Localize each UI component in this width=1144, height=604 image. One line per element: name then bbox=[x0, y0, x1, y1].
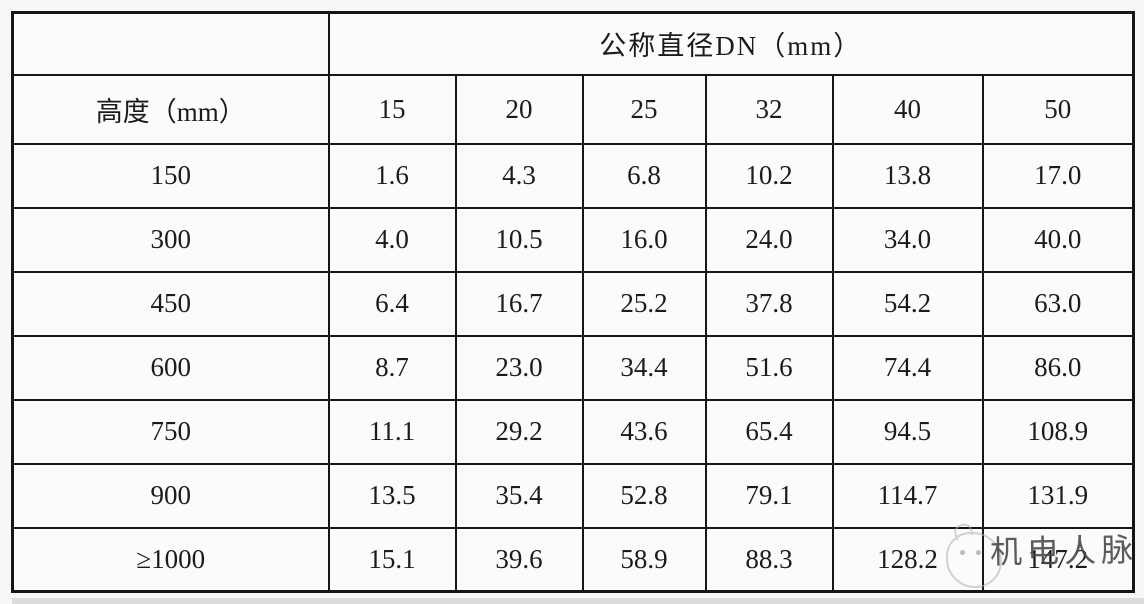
column-header-dn: 20 bbox=[454, 73, 584, 145]
group-header-row: 公称直径DN（mm） bbox=[11, 11, 1135, 76]
table-row: 900 13.5 35.4 52.8 79.1 114.7 131.9 bbox=[11, 462, 1135, 529]
data-cell: 131.9 bbox=[981, 462, 1135, 529]
row-header-height: 900 bbox=[11, 462, 330, 529]
data-cell: 79.1 bbox=[704, 462, 834, 529]
column-header-dn: 50 bbox=[981, 73, 1135, 145]
data-cell: 13.8 bbox=[831, 142, 984, 209]
table-row: 450 6.4 16.7 25.2 37.8 54.2 63.0 bbox=[11, 270, 1135, 337]
data-cell: 13.5 bbox=[327, 462, 457, 529]
column-header-row: 高度（mm） 15 20 25 32 40 50 bbox=[11, 73, 1135, 145]
data-cell: 23.0 bbox=[454, 334, 584, 401]
data-cell: 6.8 bbox=[581, 142, 707, 209]
data-cell: 16.7 bbox=[454, 270, 584, 337]
data-cell: 40.0 bbox=[981, 206, 1135, 273]
column-header-dn: 25 bbox=[581, 73, 707, 145]
data-cell: 34.0 bbox=[831, 206, 984, 273]
data-cell: 35.4 bbox=[454, 462, 584, 529]
dn-height-table: 公称直径DN（mm） 高度（mm） 15 20 25 32 40 50 150 1.6 4.3… bbox=[11, 11, 1135, 593]
data-cell: 114.7 bbox=[831, 462, 984, 529]
data-cell: 58.9 bbox=[581, 526, 707, 593]
row-header-height: ≥1000 bbox=[11, 526, 330, 593]
data-cell: 63.0 bbox=[981, 270, 1135, 337]
data-cell: 108.9 bbox=[981, 398, 1135, 465]
data-cell: 65.4 bbox=[704, 398, 834, 465]
data-cell: 8.7 bbox=[327, 334, 457, 401]
data-cell: 34.4 bbox=[581, 334, 707, 401]
data-cell: 86.0 bbox=[981, 334, 1135, 401]
table-row: 750 11.1 29.2 43.6 65.4 94.5 108.9 bbox=[11, 398, 1135, 465]
table-row: ≥1000 15.1 39.6 58.9 88.3 128.2 147.2 bbox=[11, 526, 1135, 593]
data-cell: 1.6 bbox=[327, 142, 457, 209]
row-header-height: 600 bbox=[11, 334, 330, 401]
column-header-dn: 40 bbox=[831, 73, 984, 145]
row-header-height: 750 bbox=[11, 398, 330, 465]
data-cell: 25.2 bbox=[581, 270, 707, 337]
column-header-dn: 32 bbox=[704, 73, 834, 145]
column-header-dn: 15 bbox=[327, 73, 457, 145]
row-header-height: 300 bbox=[11, 206, 330, 273]
data-cell: 15.1 bbox=[327, 526, 457, 593]
data-cell: 4.0 bbox=[327, 206, 457, 273]
data-cell: 16.0 bbox=[581, 206, 707, 273]
data-cell: 51.6 bbox=[704, 334, 834, 401]
data-cell: 39.6 bbox=[454, 526, 584, 593]
row-header-title: 高度（mm） bbox=[11, 73, 330, 145]
data-cell: 94.5 bbox=[831, 398, 984, 465]
data-cell: 52.8 bbox=[581, 462, 707, 529]
data-cell: 10.5 bbox=[454, 206, 584, 273]
data-cell: 6.4 bbox=[327, 270, 457, 337]
data-cell: 54.2 bbox=[831, 270, 984, 337]
row-header-height: 150 bbox=[11, 142, 330, 209]
data-cell: 37.8 bbox=[704, 270, 834, 337]
table-row: 150 1.6 4.3 6.8 10.2 13.8 17.0 bbox=[11, 142, 1135, 209]
data-cell: 29.2 bbox=[454, 398, 584, 465]
table-row: 600 8.7 23.0 34.4 51.6 74.4 86.0 bbox=[11, 334, 1135, 401]
data-cell: 24.0 bbox=[704, 206, 834, 273]
data-cell: 4.3 bbox=[454, 142, 584, 209]
corner-cell bbox=[11, 11, 330, 76]
data-cell: 88.3 bbox=[704, 526, 834, 593]
data-cell: 128.2 bbox=[831, 526, 984, 593]
column-group-header: 公称直径DN（mm） bbox=[327, 11, 1135, 76]
row-header-height: 450 bbox=[11, 270, 330, 337]
bottom-divider bbox=[12, 598, 1144, 604]
table-row: 300 4.0 10.5 16.0 24.0 34.0 40.0 bbox=[11, 206, 1135, 273]
data-cell: 147.2 bbox=[981, 526, 1135, 593]
data-cell: 11.1 bbox=[327, 398, 457, 465]
data-cell: 43.6 bbox=[581, 398, 707, 465]
data-cell: 74.4 bbox=[831, 334, 984, 401]
data-cell: 17.0 bbox=[981, 142, 1135, 209]
data-cell: 10.2 bbox=[704, 142, 834, 209]
